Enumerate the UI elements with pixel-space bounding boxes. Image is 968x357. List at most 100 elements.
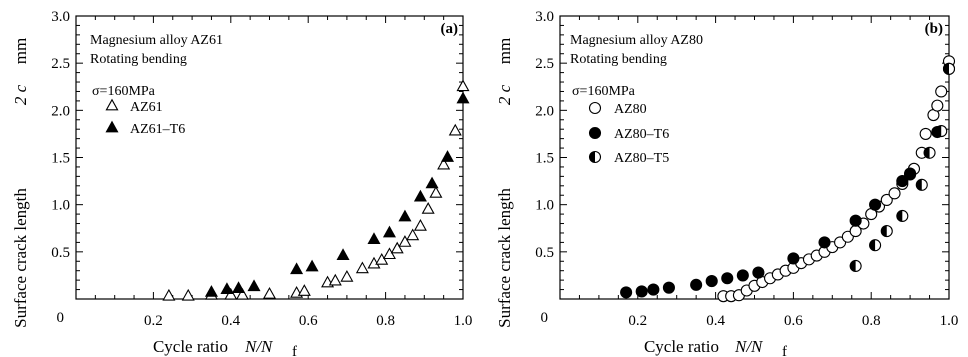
y-tick-label: 3.0 xyxy=(535,9,554,25)
data-point-az61-t6 xyxy=(384,227,395,237)
data-point-az61 xyxy=(330,275,341,285)
y-tick-label: 1.5 xyxy=(51,151,70,167)
data-point-az80-t6 xyxy=(663,282,674,293)
legend-marker xyxy=(590,152,601,163)
y-tick-label: 2.5 xyxy=(535,56,554,72)
y-tick-label: 1.5 xyxy=(535,151,554,167)
y-tick-label: 0.5 xyxy=(535,245,554,261)
data-point-az80-t6 xyxy=(737,270,748,281)
data-point-az61-t6 xyxy=(368,233,379,243)
x-tick-labels-b: 0 0.2 0.4 0.6 0.8 1.0 xyxy=(541,310,959,329)
y-tick-labels-a: 0.5 1.0 1.5 2.0 2.5 3.0 xyxy=(51,9,70,261)
data-point-az80-t6 xyxy=(648,284,659,295)
data-point-az61-t6 xyxy=(457,93,468,103)
data-point-az80-t6 xyxy=(621,287,632,298)
y-tick-label: 3.0 xyxy=(51,9,70,25)
data-point-az61 xyxy=(423,203,434,213)
legend-label-az61: AZ61 xyxy=(130,100,163,115)
y-tick-label: 0.5 xyxy=(51,245,70,261)
y-axis-unit-a: mm xyxy=(11,38,30,64)
data-point-az61-t6 xyxy=(415,191,426,201)
annotation-alloy-b: Magnesium alloy AZ80 xyxy=(570,33,703,48)
data-point-az80-t6 xyxy=(850,215,861,226)
y-tick-labels-b: 0.5 1.0 1.5 2.0 2.5 3.0 xyxy=(535,9,554,261)
chart-panel-a: 0.51.01.52.02.53.0 0 0.2 0.4 0.6 0.8 1.0 (a) … xyxy=(11,9,472,357)
data-point-az61-t6 xyxy=(306,261,317,271)
x-axis-title-a: Cycle ratio xyxy=(153,337,228,356)
data-point-az80-t6 xyxy=(788,253,799,264)
data-point-az80-t6 xyxy=(691,279,702,290)
data-point-az80-t5 xyxy=(881,226,892,237)
legend-label-az61-t6: AZ61–T6 xyxy=(130,122,185,137)
legend-marker xyxy=(590,103,601,114)
x-axis-variable-b: N/N xyxy=(734,337,764,356)
data-point-az80-t6 xyxy=(722,273,733,284)
x-tick-label: 1.0 xyxy=(940,313,959,329)
data-point-az80-t6 xyxy=(753,267,764,278)
data-point-az80-t6 xyxy=(819,237,830,248)
data-point-az80-t6 xyxy=(905,168,916,179)
series-az61-t6 xyxy=(206,93,469,296)
data-point-az80-t5 xyxy=(944,63,955,74)
x-tick-label: 0.8 xyxy=(376,313,395,329)
data-point-az61-t6 xyxy=(206,286,217,296)
y-tick-label: 2.0 xyxy=(535,103,554,119)
data-point-az80-t5 xyxy=(924,147,935,158)
x-tick-label: 0.4 xyxy=(221,313,240,329)
legend-symbol-az80 xyxy=(590,103,601,114)
x-tick-label: 0.6 xyxy=(299,313,318,329)
legend-label-az80-t5: AZ80–T5 xyxy=(614,151,669,166)
legend-marker xyxy=(590,128,601,139)
annotation-alloy-a: Magnesium alloy AZ61 xyxy=(90,33,223,48)
y-axis-title-a: Surface crack length xyxy=(11,188,30,328)
legend-marker xyxy=(106,122,117,132)
data-point-az80-t5 xyxy=(916,179,927,190)
data-point-az61-t6 xyxy=(399,211,410,221)
y-tick-label: 2.0 xyxy=(51,103,70,119)
data-point-az61 xyxy=(264,288,275,298)
x-tick-label: 0.6 xyxy=(784,313,803,329)
data-point-az61 xyxy=(299,285,310,295)
data-point-az61 xyxy=(450,125,461,135)
data-markers-b xyxy=(621,56,955,302)
data-point-az80-t6 xyxy=(706,276,717,287)
y-tick-label: 1.0 xyxy=(535,198,554,214)
legend-symbol-az80-t5 xyxy=(590,152,601,163)
y-tick-label: 2.5 xyxy=(51,56,70,72)
legend-symbol-az61-t6 xyxy=(106,122,117,132)
data-point-az61-t6 xyxy=(291,264,302,274)
data-point-az61 xyxy=(341,271,352,281)
data-point-az80 xyxy=(932,100,943,111)
data-point-az80-t6 xyxy=(636,286,647,297)
data-point-az80-t5 xyxy=(850,260,861,271)
data-point-az80-t5 xyxy=(870,240,881,251)
data-point-az61-t6 xyxy=(248,281,259,291)
data-point-az61 xyxy=(183,290,194,300)
legend-b: AZ80 AZ80–T6 AZ80–T5 xyxy=(590,102,670,166)
data-point-az61 xyxy=(430,187,441,197)
x-tick-label: 0 xyxy=(541,310,549,326)
data-point-az80-t5 xyxy=(936,126,947,137)
y-axis-unit-b: mm xyxy=(495,38,514,64)
chart-panel-b: 0.51.01.52.02.53.0 0 0.2 0.4 0.6 0.8 1.0 (b) … xyxy=(495,9,958,357)
data-point-az61-t6 xyxy=(233,282,244,292)
x-tick-label: 0.8 xyxy=(862,313,881,329)
data-point-az61-t6 xyxy=(426,178,437,188)
x-tick-label: 0 xyxy=(57,310,65,326)
annotation-loading-a: Rotating bending xyxy=(90,52,187,67)
y-axis-label-a: Surface crack length 2 c mm xyxy=(11,38,30,328)
x-axis-label-b: Cycle ratio N/N f xyxy=(644,337,787,357)
y-axis-label-b: Surface crack length 2 c mm xyxy=(495,38,514,328)
data-point-az80 xyxy=(889,188,900,199)
data-markers-a xyxy=(163,81,468,300)
x-axis-subscript-b: f xyxy=(782,344,787,357)
y-axis-title-b: Surface crack length xyxy=(495,188,514,328)
x-tick-labels-a: 0 0.2 0.4 0.6 0.8 1.0 xyxy=(57,310,473,329)
x-tick-label: 0.4 xyxy=(706,313,725,329)
x-axis-variable-a: N/N xyxy=(244,337,274,356)
legend-marker xyxy=(106,100,117,110)
legend-symbol-az61 xyxy=(106,100,117,110)
legend-a: AZ61 AZ61–T6 xyxy=(106,100,185,137)
legend-label-az80-t6: AZ80–T6 xyxy=(614,127,669,142)
x-axis-title-b: Cycle ratio xyxy=(644,337,719,356)
